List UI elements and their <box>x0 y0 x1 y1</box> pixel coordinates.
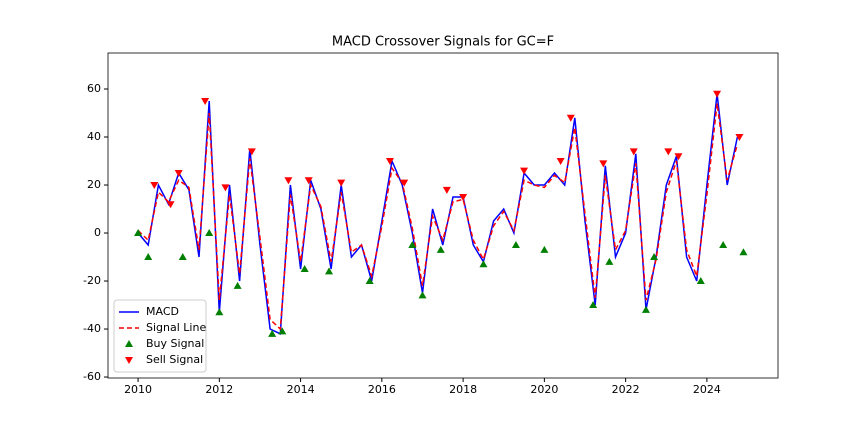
signal-marker <box>144 253 153 261</box>
x-tick-label: 2014 <box>287 383 315 396</box>
signal-marker <box>641 305 650 313</box>
y-tick-label: 0 <box>94 226 101 239</box>
signal-marker <box>713 90 722 98</box>
signal-marker <box>233 281 242 289</box>
y-tick-label: -60 <box>83 370 101 383</box>
signal-marker <box>629 148 638 156</box>
signal-marker <box>134 229 143 237</box>
signal-marker <box>442 186 451 194</box>
legend-label: Buy Signal <box>146 337 204 350</box>
signal-marker <box>400 179 409 187</box>
signal-marker <box>365 277 374 285</box>
x-tick-label: 2018 <box>449 383 477 396</box>
plot-frame <box>107 52 779 379</box>
legend-label: MACD <box>146 305 179 318</box>
signal-marker <box>201 98 210 106</box>
y-tick-label: 60 <box>87 82 101 95</box>
signal-marker <box>540 245 549 253</box>
signal-marker <box>664 148 673 156</box>
signal-marker <box>150 182 159 190</box>
x-tick-label: 2012 <box>205 383 233 396</box>
signal-marker <box>650 253 659 261</box>
y-tick-label: -40 <box>83 322 101 335</box>
legend-label: Sell Signal <box>146 353 203 366</box>
series-line <box>137 103 739 331</box>
signal-marker <box>385 158 394 166</box>
signal-marker <box>418 291 427 299</box>
signal-marker <box>278 327 287 335</box>
x-tick-label: 2022 <box>612 383 640 396</box>
legend-box <box>113 299 207 373</box>
signal-marker <box>174 170 183 178</box>
legend-label: Signal Line <box>146 321 206 334</box>
x-tick-label: 2016 <box>368 383 396 396</box>
signal-marker <box>247 148 256 156</box>
signal-marker <box>300 265 309 273</box>
y-tick-label: 20 <box>87 178 101 191</box>
signal-marker <box>325 267 334 275</box>
legend-marker <box>125 357 133 364</box>
signal-marker <box>304 177 313 185</box>
signal-marker <box>696 277 705 285</box>
signal-marker <box>556 158 565 166</box>
y-tick-label: -20 <box>83 274 101 287</box>
chart-title: MACD Crossover Signals for GC=F <box>332 35 554 50</box>
signal-marker <box>511 241 520 249</box>
signal-marker <box>599 160 608 168</box>
signal-marker <box>337 179 346 187</box>
x-tick-label: 2010 <box>124 383 152 396</box>
signal-marker <box>566 114 575 122</box>
signal-marker <box>284 177 293 185</box>
signal-marker <box>674 153 683 161</box>
signal-marker <box>735 134 744 142</box>
x-tick-label: 2020 <box>530 383 558 396</box>
signal-marker <box>739 248 748 256</box>
signal-marker <box>205 229 214 237</box>
signal-marker <box>589 301 598 309</box>
signal-marker <box>178 253 187 261</box>
signal-marker <box>268 329 277 337</box>
signal-marker <box>221 184 230 192</box>
x-tick-label: 2024 <box>693 383 721 396</box>
signal-marker <box>605 257 614 265</box>
signal-marker <box>166 201 175 209</box>
signal-marker <box>479 260 488 268</box>
signal-marker <box>719 241 728 249</box>
signal-marker <box>459 194 468 202</box>
y-tick-label: 40 <box>87 130 101 143</box>
signal-marker <box>408 241 417 249</box>
signal-marker <box>520 167 529 175</box>
signal-marker <box>215 308 224 316</box>
legend-marker <box>125 340 133 347</box>
signal-marker <box>436 245 445 253</box>
